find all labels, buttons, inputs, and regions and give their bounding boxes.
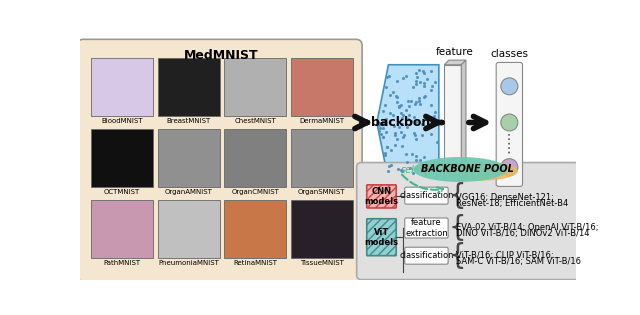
FancyBboxPatch shape xyxy=(157,58,220,116)
FancyBboxPatch shape xyxy=(91,199,153,258)
FancyBboxPatch shape xyxy=(224,129,286,187)
FancyBboxPatch shape xyxy=(291,199,353,258)
FancyBboxPatch shape xyxy=(496,62,522,186)
FancyBboxPatch shape xyxy=(291,58,353,116)
Polygon shape xyxy=(461,60,466,180)
Text: OrganCMNIST: OrganCMNIST xyxy=(231,189,279,195)
Text: ViT
models: ViT models xyxy=(364,227,399,247)
Text: SAM-C ViT-B/16; SAM ViT-B/16: SAM-C ViT-B/16; SAM ViT-B/16 xyxy=(456,257,581,266)
FancyBboxPatch shape xyxy=(157,199,220,258)
Text: ChestMNIST: ChestMNIST xyxy=(234,118,276,124)
Text: PneumoniaMNIST: PneumoniaMNIST xyxy=(158,260,219,266)
FancyBboxPatch shape xyxy=(157,129,220,187)
Circle shape xyxy=(501,159,518,176)
Text: {: { xyxy=(448,242,466,270)
FancyBboxPatch shape xyxy=(91,58,153,116)
Text: EVA-02 ViT-B/14; OpenAI ViT-B/16;: EVA-02 ViT-B/14; OpenAI ViT-B/16; xyxy=(456,223,598,232)
Text: BreastMNIST: BreastMNIST xyxy=(166,118,211,124)
Circle shape xyxy=(501,114,518,131)
FancyBboxPatch shape xyxy=(404,187,448,204)
Text: MedMNIST: MedMNIST xyxy=(184,49,259,61)
Text: select: select xyxy=(401,165,430,175)
Text: feature: feature xyxy=(436,47,474,57)
Text: classification: classification xyxy=(399,251,454,260)
Text: feature
extraction: feature extraction xyxy=(405,218,448,238)
Text: {: { xyxy=(448,182,466,210)
FancyBboxPatch shape xyxy=(367,185,396,208)
Text: VGG16; DenseNet-121;: VGG16; DenseNet-121; xyxy=(456,192,554,202)
Text: PathMNIST: PathMNIST xyxy=(103,260,140,266)
Text: classification: classification xyxy=(399,191,454,200)
FancyBboxPatch shape xyxy=(404,218,448,238)
FancyBboxPatch shape xyxy=(444,65,461,180)
Text: ViT-B/16; CLIP ViT-B/16;: ViT-B/16; CLIP ViT-B/16; xyxy=(456,251,554,260)
Polygon shape xyxy=(444,60,466,65)
Text: DermaMNIST: DermaMNIST xyxy=(300,118,344,124)
Text: OrganAMNIST: OrganAMNIST xyxy=(164,189,212,195)
FancyBboxPatch shape xyxy=(224,58,286,116)
Text: OCTMNIST: OCTMNIST xyxy=(104,189,140,195)
Text: ResNet-18; EfficientNet-B4: ResNet-18; EfficientNet-B4 xyxy=(456,199,568,208)
Circle shape xyxy=(501,78,518,95)
FancyBboxPatch shape xyxy=(367,219,396,256)
FancyBboxPatch shape xyxy=(77,39,362,281)
Text: BACKBONE POOL: BACKBONE POOL xyxy=(422,164,515,175)
FancyBboxPatch shape xyxy=(356,163,579,280)
Text: RetinaMNIST: RetinaMNIST xyxy=(233,260,277,266)
Text: TissueMNIST: TissueMNIST xyxy=(300,260,344,266)
FancyBboxPatch shape xyxy=(224,199,286,258)
Text: classes: classes xyxy=(490,49,529,59)
FancyBboxPatch shape xyxy=(291,129,353,187)
FancyBboxPatch shape xyxy=(404,247,448,264)
Polygon shape xyxy=(377,65,439,180)
Text: {: { xyxy=(448,214,466,242)
Ellipse shape xyxy=(413,157,507,182)
Text: OrganSMNIST: OrganSMNIST xyxy=(298,189,346,195)
FancyBboxPatch shape xyxy=(91,129,153,187)
Text: BloodMNIST: BloodMNIST xyxy=(101,118,143,124)
Ellipse shape xyxy=(441,161,518,181)
Text: backbone: backbone xyxy=(371,116,438,129)
Text: CNN
models: CNN models xyxy=(364,187,399,206)
Text: DINO ViT-B/16; DINOv2 ViT-B/14: DINO ViT-B/16; DINOv2 ViT-B/14 xyxy=(456,229,589,238)
